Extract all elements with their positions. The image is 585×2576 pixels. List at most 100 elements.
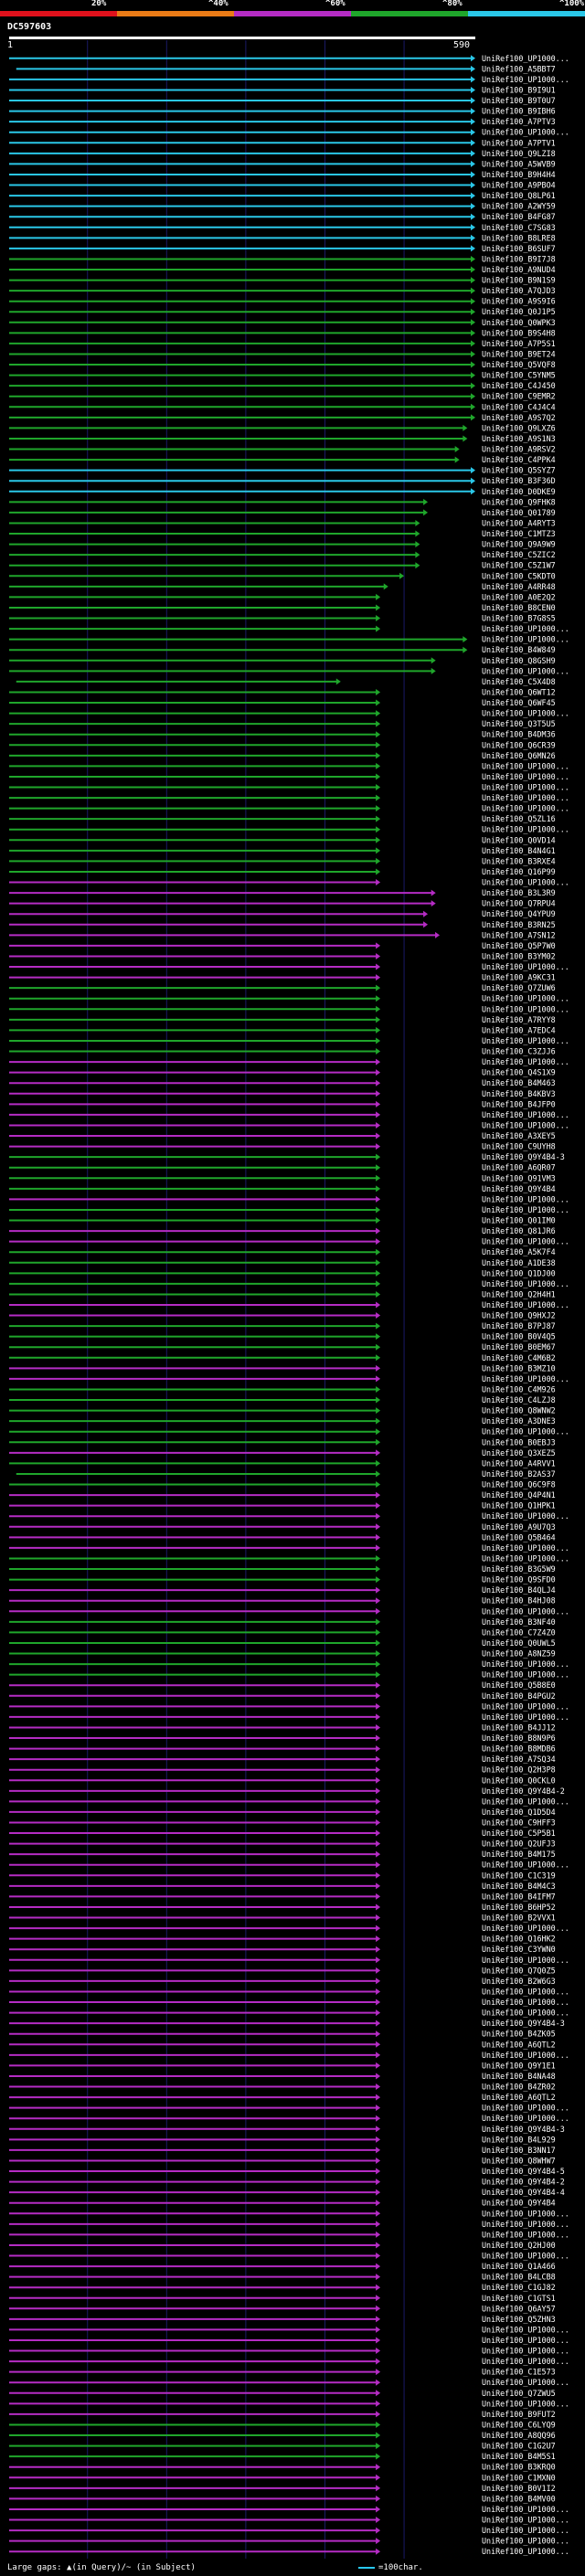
hit-arrow — [376, 1491, 381, 1499]
hit-label: UniRef100_A9KC31 — [482, 973, 556, 982]
hit-label: UniRef100_B3KRQ0 — [482, 2463, 556, 2472]
hit-label: UniRef100_B4JJ12 — [482, 1723, 556, 1732]
hit-arrow — [376, 615, 381, 622]
hit-arrow — [376, 1829, 381, 1837]
hit-label: UniRef100_B8CEN0 — [482, 603, 556, 612]
hit-label: UniRef100_Q9Y4B4-3 — [482, 2125, 565, 2134]
hit-arrow — [376, 1977, 381, 1985]
query-start-label: 1 — [7, 40, 13, 50]
hit-arrow — [376, 1861, 381, 1869]
hit-label: UniRef100_B4DM36 — [482, 730, 556, 739]
hit-label: UniRef100_B4PGU2 — [482, 1691, 556, 1701]
hit-label: UniRef100_UP1000... — [482, 878, 569, 887]
hit-label: UniRef100_Q1D5D4 — [482, 1807, 556, 1817]
hit-label: UniRef100_Q0WPK3 — [482, 318, 556, 327]
hit-label: UniRef100_UP1000... — [482, 75, 569, 84]
hit-arrow — [376, 1016, 381, 1023]
hit-arrow — [376, 2443, 381, 2450]
hit-arrow — [376, 1671, 381, 1679]
hit-label: UniRef100_Q3XEZ5 — [482, 1448, 556, 1458]
hit-arrow — [376, 2453, 381, 2460]
hit-arrow — [376, 2474, 381, 2481]
hit-label: UniRef100_A7EDC4 — [482, 1025, 556, 1034]
hit-arrow — [376, 1797, 381, 1805]
hit-label: UniRef100_UP1000... — [482, 1606, 569, 1616]
hit-label: UniRef100_Q6WT12 — [482, 687, 556, 696]
hit-label: UniRef100_Q7RPU4 — [482, 899, 556, 908]
hit-label: UniRef100_UP1000... — [482, 1004, 569, 1013]
hit-label: UniRef100_UP1000... — [482, 1860, 569, 1870]
hit-label: UniRef100_UP1000... — [482, 709, 569, 718]
hit-label: UniRef100_A1DE38 — [482, 1258, 556, 1267]
hit-arrow — [376, 2506, 381, 2513]
legend-color-bar — [468, 11, 585, 16]
hit-label: UniRef100_B9T0U7 — [482, 96, 556, 105]
hit-label: UniRef100_UP1000... — [482, 793, 569, 802]
hit-label: UniRef100_Q8WHW7 — [482, 2156, 556, 2165]
hit-arrow — [471, 277, 475, 284]
hit-arrow — [376, 1586, 381, 1594]
hit-label: UniRef100_A2WY59 — [482, 202, 556, 211]
hit-arrow — [376, 2115, 381, 2122]
hit-label: UniRef100_UP1000... — [482, 962, 569, 971]
hit-arrow — [376, 1048, 381, 1055]
hit-label: UniRef100_B7PJ87 — [482, 1321, 556, 1330]
hit-arrow — [376, 1238, 381, 1246]
hit-arrow — [376, 1037, 381, 1044]
hit-arrow — [376, 984, 381, 991]
hit-arrow — [376, 794, 381, 801]
hit-arrow — [376, 1343, 381, 1351]
hit-arrow — [376, 688, 381, 695]
hit-label: UniRef100_Q5B464 — [482, 1532, 556, 1542]
hit-arrow — [376, 741, 381, 748]
hit-arrow — [376, 1639, 381, 1647]
hit-label: UniRef100_UP1000... — [482, 1987, 569, 1996]
hit-arrow — [376, 1364, 381, 1372]
hit-arrow — [431, 667, 436, 674]
hit-label: UniRef100_UP1000... — [482, 1120, 569, 1129]
hit-arrow — [471, 350, 475, 357]
hit-label: UniRef100_B0EM67 — [482, 1342, 556, 1352]
hit-arrow — [376, 2051, 381, 2059]
hit-label: UniRef100_Q6AY57 — [482, 2304, 556, 2313]
hit-arrow — [376, 1808, 381, 1816]
hit-arrow — [376, 593, 381, 600]
hit-label: UniRef100_UP1000... — [482, 1194, 569, 1203]
hit-arrow — [471, 139, 475, 146]
hit-label: UniRef100_Q9A9W9 — [482, 540, 556, 549]
hit-label: UniRef100_B9IBH6 — [482, 107, 556, 116]
hit-label: UniRef100_Q91VM3 — [482, 1173, 556, 1182]
hit-label: UniRef100_B3G5W9 — [482, 1564, 556, 1574]
hit-arrow — [376, 1745, 381, 1753]
hit-label: UniRef100_UP1000... — [482, 1701, 569, 1711]
hit-arrow — [376, 2041, 381, 2048]
legend-tick-label: ^80% — [442, 0, 463, 8]
hit-label: UniRef100_C4LZJ8 — [482, 1395, 556, 1405]
hit-arrow — [463, 424, 468, 431]
hit-arrow — [376, 836, 381, 843]
hit-label: UniRef100_Q9Y4B4-3 — [482, 2019, 565, 2028]
hit-label: UniRef100_A7SN12 — [482, 930, 556, 939]
hit-arrow — [471, 372, 475, 379]
hit-arrow — [376, 731, 381, 738]
hit-arrow — [376, 1660, 381, 1668]
hit-arrow — [376, 1090, 381, 1097]
hit-arrow — [376, 1998, 381, 2006]
hit-arrow — [376, 1174, 381, 1182]
hit-arrow — [471, 245, 475, 252]
hit-label: UniRef100_Q9Y1E1 — [482, 2061, 556, 2070]
hit-label: UniRef100_B2VVX1 — [482, 1913, 556, 1923]
hit-label: UniRef100_UP1000... — [482, 1036, 569, 1045]
hit-arrow — [376, 1988, 381, 1995]
hit-label: UniRef100_Q4P4N1 — [482, 1490, 556, 1500]
hit-arrow — [376, 1143, 381, 1150]
hit-label: UniRef100_C4PPK4 — [482, 455, 556, 464]
hit-arrow — [376, 1924, 381, 1932]
hit-arrow — [423, 509, 429, 516]
hit-label: UniRef100_UP1000... — [482, 54, 569, 63]
hit-arrow — [376, 2369, 381, 2376]
hit-label: UniRef100_UP1000... — [482, 1237, 569, 1246]
hit-arrow — [471, 224, 475, 231]
hit-label: UniRef100_C5P5B1 — [482, 1829, 556, 1838]
hit-arrow — [376, 2019, 381, 2027]
